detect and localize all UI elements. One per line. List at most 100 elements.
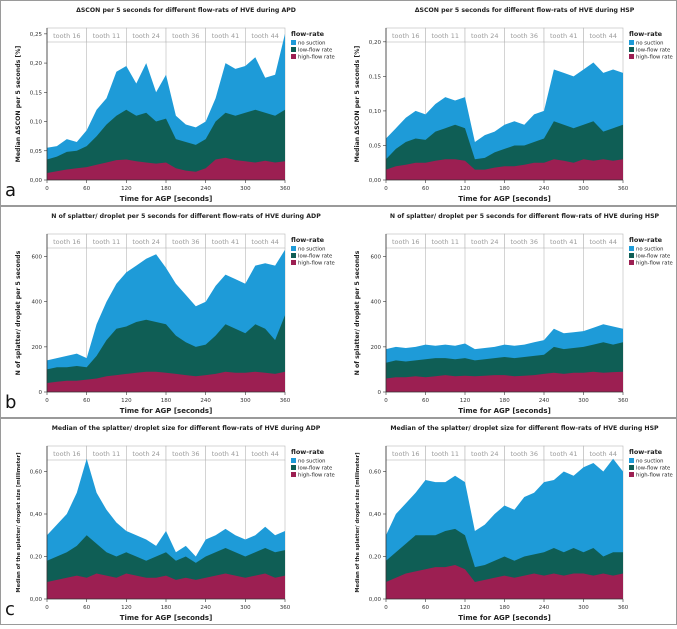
legend-swatch <box>629 458 634 463</box>
x-tick-label: 60 <box>83 605 90 611</box>
x-tick-label: 120 <box>121 398 132 404</box>
x-tick-label: 300 <box>578 605 589 611</box>
x-tick-label: 60 <box>83 398 90 404</box>
y-tick-label: 0,40 <box>369 512 382 518</box>
x-tick-label: 120 <box>460 398 471 404</box>
x-tick-label: 300 <box>240 186 251 192</box>
legend-swatch <box>629 253 634 258</box>
legend-swatch <box>291 260 296 265</box>
legend-label: high-flow rate <box>298 261 335 267</box>
x-tick-label: 180 <box>499 605 510 611</box>
legend-swatch <box>629 47 634 52</box>
chart-title: ΔSCON per 5 seconds for different flow-r… <box>415 7 635 14</box>
legend-title: flow-rate <box>629 448 663 456</box>
area-high-flow-rate <box>386 371 623 392</box>
tooth-label: tooth 11 <box>431 238 459 246</box>
y-tick-label: 0,20 <box>369 40 382 46</box>
tooth-label: tooth 36 <box>510 450 538 458</box>
x-tick-label: 60 <box>422 605 429 611</box>
x-tick-label: 300 <box>240 398 251 404</box>
x-tick-label: 300 <box>578 186 589 192</box>
area-high-flow-rate <box>47 157 285 180</box>
tooth-label: tooth 44 <box>589 238 617 246</box>
tooth-label: tooth 11 <box>431 450 459 458</box>
tooth-label: tooth 24 <box>132 238 160 246</box>
legend-swatch <box>291 458 296 463</box>
legend-label: low-flow rate <box>298 48 332 54</box>
y-tick-label: 0,05 <box>30 149 43 155</box>
x-tick-label: 240 <box>539 605 550 611</box>
legend-swatch <box>291 246 296 251</box>
legend-swatch <box>629 260 634 265</box>
chart-c1: Median of the splatter/ droplet size for… <box>16 425 335 622</box>
y-tick-label: 0,15 <box>369 74 382 80</box>
legend-swatch <box>291 465 296 470</box>
x-tick-label: 360 <box>618 186 629 192</box>
legend-label: no suction <box>298 459 325 465</box>
x-axis-label: Time for AGP [seconds] <box>120 614 213 622</box>
area-high-flow-rate <box>386 159 623 180</box>
x-tick-label: 0 <box>384 398 388 404</box>
x-tick-label: 180 <box>161 398 172 404</box>
x-tick-label: 360 <box>280 398 291 404</box>
tooth-label: tooth 16 <box>53 238 81 246</box>
y-tick-label: 0,60 <box>30 470 43 476</box>
x-tick-label: 300 <box>578 398 589 404</box>
y-tick-label: 200 <box>371 345 382 351</box>
x-tick-label: 0 <box>45 398 49 404</box>
panel-letter: a <box>5 180 16 201</box>
legend-title: flow-rate <box>291 448 325 456</box>
x-tick-label: 240 <box>200 186 211 192</box>
y-tick-label: 600 <box>32 255 43 261</box>
x-axis-label: Time for AGP [seconds] <box>458 614 551 622</box>
y-tick-label: 0,10 <box>369 109 382 115</box>
y-tick-label: 0,00 <box>369 178 382 184</box>
legend-label: low-flow rate <box>298 254 332 260</box>
x-tick-label: 240 <box>539 186 550 192</box>
y-axis-label: N of splatter/ droplet per 5 seconds <box>354 250 361 375</box>
chart-title: Median of the splatter/ droplet size for… <box>390 425 659 432</box>
y-tick-label: 200 <box>32 345 43 351</box>
y-tick-label: 0,00 <box>369 597 382 603</box>
tooth-label: tooth 44 <box>589 450 617 458</box>
legend-label: high-flow rate <box>298 473 335 479</box>
y-axis-label: Median ΔSCON per 5 seconds [%] <box>354 46 361 163</box>
x-tick-label: 240 <box>539 398 550 404</box>
x-axis-label: Time for AGP [seconds] <box>458 407 551 415</box>
y-axis-label: N of splatter/ droplet per 5 seconds <box>15 250 22 375</box>
chart-b2: N of splatter/ droplet per 5 seconds for… <box>354 213 673 415</box>
legend-label: low-flow rate <box>298 466 332 472</box>
tooth-label: tooth 24 <box>132 450 160 458</box>
y-tick-label: 0,20 <box>30 555 43 561</box>
tooth-band-6 <box>583 233 624 249</box>
x-tick-label: 60 <box>422 398 429 404</box>
tooth-label: tooth 36 <box>172 450 200 458</box>
tooth-label: tooth 24 <box>471 238 499 246</box>
y-tick-label: 0,00 <box>30 597 43 603</box>
chart-c2: Median of the splatter/ droplet size for… <box>355 425 673 622</box>
tooth-label: tooth 16 <box>392 450 420 458</box>
tooth-label: tooth 36 <box>510 32 538 40</box>
tooth-label: tooth 11 <box>93 32 121 40</box>
y-axis-label: Median ΔSCON per 5 seconds [%] <box>15 46 22 163</box>
tooth-label: tooth 11 <box>93 238 121 246</box>
tooth-label: tooth 24 <box>471 32 499 40</box>
y-tick-label: 400 <box>32 300 43 306</box>
x-tick-label: 120 <box>121 186 132 192</box>
area-high-flow-rate <box>47 573 285 599</box>
legend-label: high-flow rate <box>636 473 673 479</box>
legend-swatch <box>291 47 296 52</box>
legend-title: flow-rate <box>291 30 325 38</box>
y-axis-label: Median of the splatter/ droplet size [mi… <box>16 452 22 592</box>
tooth-label: tooth 16 <box>53 450 81 458</box>
x-tick-label: 360 <box>280 605 291 611</box>
tooth-bands: tooth 16 tooth 11 tooth 24 tooth 36 tooth 41… <box>385 27 624 180</box>
legend-title: flow-rate <box>291 236 325 244</box>
legend-swatch <box>291 40 296 45</box>
legend-label: no suction <box>298 247 325 253</box>
tooth-label: tooth 16 <box>392 32 420 40</box>
tooth-label: tooth 16 <box>53 32 81 40</box>
